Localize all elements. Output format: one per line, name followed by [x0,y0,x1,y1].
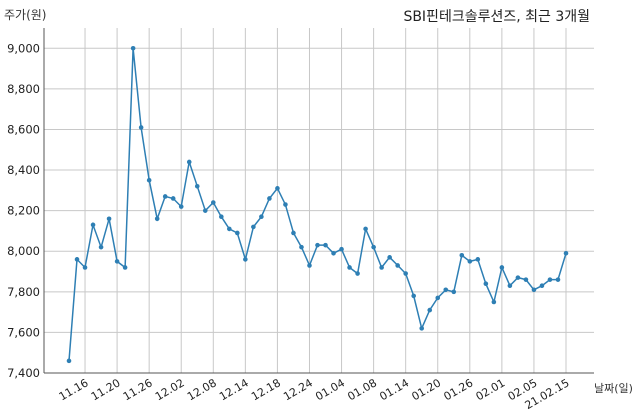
data-point [355,271,360,276]
data-point [235,230,240,236]
y-tick-label: 8,000 [7,244,40,258]
data-point [491,299,497,305]
data-point [251,224,256,230]
data-point [130,45,136,51]
y-tick-label: 7,400 [7,366,40,380]
data-point [299,244,304,250]
data-point [331,250,336,256]
price-line [68,48,567,361]
data-point [531,287,537,293]
data-point [202,208,208,213]
x-tick-label: 01.08 [345,376,379,403]
data-point [555,277,561,282]
data-point [371,244,376,250]
data-point [170,196,176,201]
chart-title: SBI핀테크솔루션즈, 최근 3개월 [403,9,590,25]
data-point [275,186,280,191]
data-point [98,244,104,250]
data-point [66,358,72,364]
data-point [186,159,192,165]
data-point [227,226,232,232]
y-tick-label: 7,600 [7,325,40,339]
data-point [539,283,545,289]
y-tick-label: 8,800 [7,82,40,96]
y-axis-label: 주가(원) [4,8,47,22]
x-tick-label: 12.24 [281,376,315,403]
y-tick-label: 7,800 [7,285,40,299]
data-point [122,265,128,270]
data-point [419,326,425,331]
x-tick-label: 02.01 [474,376,508,403]
data-point [507,283,513,289]
y-tick-label: 8,600 [7,122,40,136]
y-tick-label: 9,000 [7,41,40,55]
x-tick-label: 12.18 [249,376,283,403]
data-point [178,204,184,209]
data-point [387,255,392,260]
data-point [146,177,152,183]
data-point [267,196,272,201]
x-tick-label: 01.20 [409,376,443,403]
data-point [427,307,433,313]
x-tick-label: 01.04 [313,376,347,403]
data-point [499,265,505,270]
x-tick-label: 11.16 [57,376,91,403]
data-point [347,265,352,270]
data-point [563,250,569,256]
data-point [451,289,457,295]
data-point [411,293,416,299]
data-point [114,259,120,264]
data-point [323,242,328,248]
data-point [82,265,88,270]
data-point [443,287,449,293]
data-point [283,202,288,207]
data-point [90,222,96,228]
data-point [315,242,320,248]
data-point [194,183,200,189]
data-point [291,230,296,236]
data-point [523,277,529,282]
data-point [363,226,368,232]
data-point [219,214,224,220]
y-tick-label: 8,200 [7,204,40,218]
data-point [74,257,80,262]
data-point [162,194,168,199]
data-point [483,281,489,287]
data-point [515,275,521,280]
x-tick-label: 01.14 [377,376,411,403]
data-point [379,265,384,270]
data-point [259,214,264,220]
x-tick-label: 11.20 [89,376,123,403]
x-tick-label: 12.02 [153,376,187,403]
data-point [210,200,216,205]
data-point [307,263,312,268]
data-point [243,257,248,262]
x-tick-label: 01.26 [442,376,476,403]
x-axis-label: 날짜(일) [594,382,633,395]
data-point [547,277,553,282]
data-point [459,252,465,258]
y-tick-label: 8,400 [7,163,40,177]
data-point [467,259,473,264]
data-point [138,125,144,130]
x-tick-label: 12.14 [217,376,251,403]
data-point [154,216,160,222]
data-point [395,263,400,268]
x-tick-label: 11.26 [121,376,155,403]
data-point [475,257,481,262]
data-point [339,246,344,252]
data-point [403,271,408,276]
data-point [106,216,112,222]
data-point [435,295,441,301]
x-tick-label: 12.08 [185,376,219,403]
